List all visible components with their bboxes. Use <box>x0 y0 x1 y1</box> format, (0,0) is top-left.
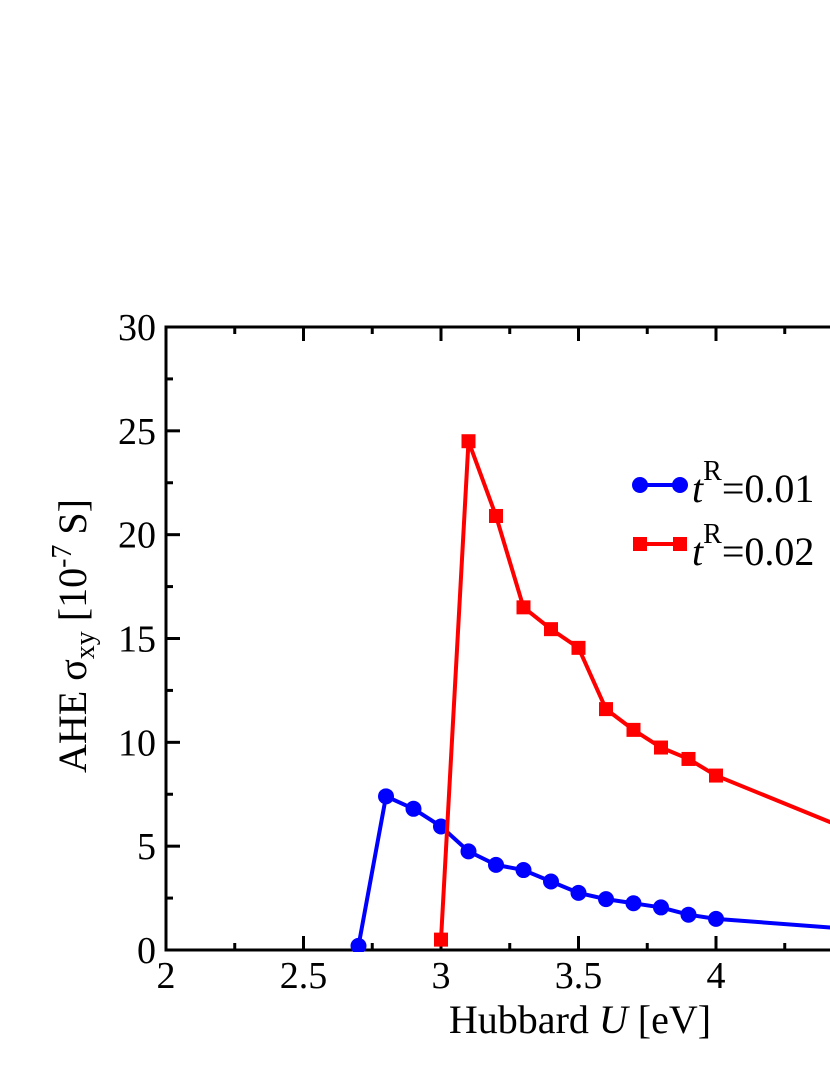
data-point-series-1 <box>433 818 449 835</box>
data-point-series-2 <box>571 640 586 655</box>
legend-swatch-marker-2b <box>673 537 687 551</box>
tick-labels: 22.533.544051015202530 <box>118 307 726 997</box>
data-point-series-1 <box>680 906 697 923</box>
data-point-series-2 <box>489 508 503 523</box>
data-point-series-1 <box>543 873 559 890</box>
x-tick-label: 2.5 <box>280 955 328 997</box>
data-point-series-1 <box>515 862 532 879</box>
legend-swatch-marker-1b <box>672 477 688 493</box>
data-point-series-1 <box>405 800 422 817</box>
plot-frame <box>164 325 830 952</box>
data-point-series-2 <box>544 622 558 637</box>
series-line-1 <box>356 794 830 947</box>
y-tick-label: 5 <box>137 826 156 868</box>
legend-label-2: tR=0.02 <box>692 519 814 574</box>
x-tick-label: 3 <box>432 955 451 997</box>
y-tick-label: 30 <box>118 307 156 349</box>
legend-swatch-marker-2 <box>633 537 647 551</box>
data-point-series-2 <box>516 600 531 615</box>
y-tick-label: 20 <box>118 515 156 557</box>
axes <box>164 325 830 952</box>
data-point-series-2 <box>654 740 668 755</box>
data-point-series-1 <box>488 856 504 873</box>
data-point-series-1 <box>570 884 587 901</box>
legend-item-series-2: tR=0.02 <box>633 519 814 574</box>
data-point-series-2 <box>434 932 448 947</box>
data-point-series-2 <box>681 751 696 766</box>
data-point-series-1 <box>460 843 477 860</box>
legend-item-series-1: tR=0.01 <box>632 456 814 511</box>
x-tick-label: 4 <box>707 955 726 997</box>
data-point-series-1 <box>598 891 614 908</box>
data-point-series-1 <box>625 895 642 912</box>
y-tick-label: 25 <box>118 411 156 453</box>
data-point-series-2 <box>461 434 476 449</box>
data-point-series-1 <box>378 788 394 805</box>
x-tick-label: 3.5 <box>555 955 603 997</box>
data-point-series-2 <box>599 702 613 717</box>
data-point-series-1 <box>653 899 669 916</box>
data-point-series-1 <box>350 937 367 952</box>
y-axis-title: AHE σxy [10-7 S] <box>47 499 102 773</box>
x-tick-label: 2 <box>157 955 176 997</box>
legend-swatch-marker-1 <box>632 477 648 493</box>
x-axis-title: Hubbard U [eV] <box>449 997 711 1042</box>
data-point-series-2 <box>709 768 723 783</box>
legend-label-1: tR=0.01 <box>692 456 814 511</box>
y-tick-label: 15 <box>118 619 156 661</box>
data-point-series-2 <box>626 722 641 737</box>
y-tick-label: 0 <box>137 930 156 972</box>
legend: tR=0.01 tR=0.02 <box>632 456 814 574</box>
data-point-series-1 <box>708 910 724 927</box>
y-tick-label: 10 <box>118 722 156 764</box>
series-layer <box>350 434 830 952</box>
